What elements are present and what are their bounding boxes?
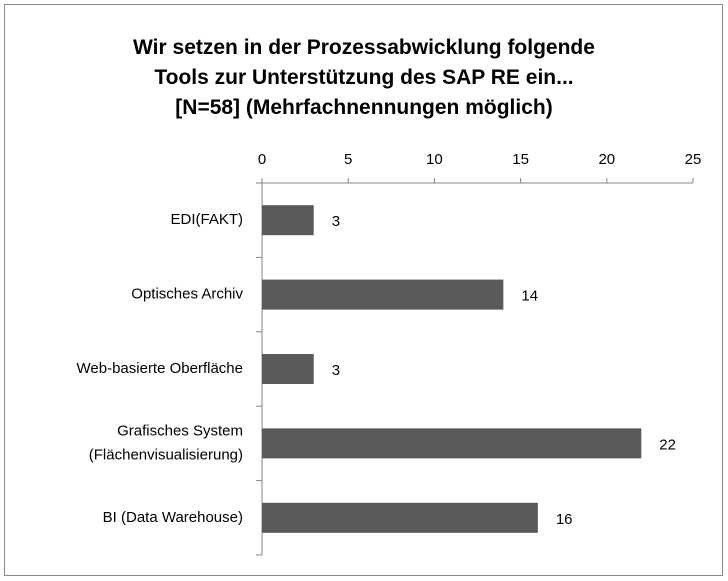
bar — [262, 428, 642, 459]
x-tick-label: 5 — [344, 151, 352, 168]
bar — [262, 205, 314, 236]
x-tick-label: 15 — [512, 151, 529, 168]
x-tick-label: 10 — [426, 151, 443, 168]
bar — [262, 279, 504, 310]
x-tick-label: 25 — [685, 151, 702, 168]
chart-title: Wir setzen in der Prozessabwicklung folg… — [133, 36, 595, 119]
y-tick-label: Optisches Archiv — [131, 286, 243, 303]
value-label: 3 — [332, 213, 340, 230]
bar — [262, 354, 314, 384]
x-tick-label: 0 — [258, 151, 266, 168]
value-label: 22 — [659, 436, 676, 453]
value-label: 16 — [556, 511, 573, 528]
y-tick-label: BI (Data Warehouse) — [103, 509, 243, 526]
y-tick-label: Web-basierte Oberfläche — [77, 360, 243, 377]
value-label: 3 — [332, 362, 340, 379]
value-label: 14 — [521, 288, 538, 305]
y-tick-label: Grafisches System (Flächenvisualisierung) — [89, 422, 243, 463]
y-tick-label: EDI(FAKT) — [170, 211, 243, 228]
x-tick-label: 20 — [598, 151, 615, 168]
bar — [262, 502, 538, 533]
